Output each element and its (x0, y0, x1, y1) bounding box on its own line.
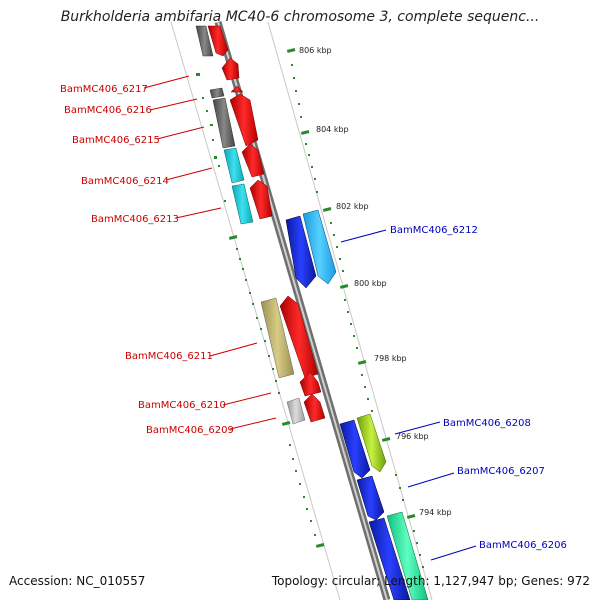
feature-arrow (207, 25, 229, 57)
leader-line (222, 392, 272, 406)
feature-arrow (286, 397, 306, 425)
feature-arrow (386, 511, 429, 600)
gene-label: BamMC406_6211 (125, 351, 213, 362)
feature-arrow (356, 413, 387, 473)
feature-arrow (249, 179, 273, 220)
scale-label: 798 kbp (374, 354, 407, 363)
leader-line (156, 126, 205, 140)
gene-label: BamMC406_6212 (390, 225, 478, 236)
leader-line (394, 421, 441, 435)
feature-arrow (209, 87, 225, 99)
gene-label: BamMC406_6217 (60, 84, 148, 95)
scale-label: 802 kbp (336, 202, 369, 211)
feature-arrow (339, 419, 371, 479)
forward-features (285, 209, 429, 600)
leader-line (340, 229, 387, 243)
gene-label: BamMC406_6210 (138, 400, 226, 411)
scale-labels: 806 kbp 804 kbp 802 kbp 800 kbp 798 kbp … (299, 46, 452, 517)
feature-arrow (260, 297, 295, 379)
leader-line (407, 472, 455, 488)
reverse-features (195, 25, 326, 425)
outer-ring-edge (267, 21, 433, 600)
gene-label: BamMC406_6215 (72, 135, 160, 146)
feature-arrow (229, 93, 259, 147)
feature-arrow (221, 57, 240, 81)
reverse-gene-labels: BamMC406_6217 BamMC406_6216 BamMC406_621… (60, 75, 277, 436)
feature-arrow (223, 147, 245, 184)
leader-line (229, 417, 277, 430)
leader-line (165, 167, 213, 181)
feature-arrow (241, 143, 265, 178)
feature-arrow (231, 183, 254, 225)
scale-label: 800 kbp (354, 279, 387, 288)
gene-label: BamMC406_6206 (479, 540, 567, 551)
gene-label: BamMC406_6216 (64, 105, 152, 116)
gene-label: BamMC406_6208 (443, 418, 531, 429)
feature-arrow (230, 85, 244, 93)
scale-label: 804 kbp (316, 125, 349, 134)
feature-arrow (303, 393, 326, 423)
gene-label: BamMC406_6207 (457, 466, 545, 477)
feature-arrow (285, 215, 317, 289)
gene-label: BamMC406_6213 (91, 214, 179, 225)
gene-label: BamMC406_6209 (146, 425, 234, 436)
leader-line (175, 207, 222, 219)
feature-arrow (356, 475, 385, 521)
leader-line (149, 98, 198, 111)
feature-arrow (299, 371, 322, 397)
map-title: Burkholderia ambifaria MC40-6 chromosome… (60, 9, 540, 25)
scale-label: 794 kbp (419, 508, 452, 517)
inner-ring-edge (170, 21, 341, 600)
leader-line (430, 545, 477, 561)
gene-label: BamMC406_6214 (81, 176, 169, 187)
feature-arrow (212, 97, 236, 149)
forward-gene-labels: BamMC406_6212 BamMC406_6208 BamMC406_620… (340, 225, 567, 561)
feature-arrow (302, 209, 337, 285)
leader-line (143, 75, 190, 89)
genome-summary-label: Topology: circular; Length: 1,127,947 bp… (271, 574, 590, 588)
feature-arrow (279, 295, 319, 379)
feature-arrow (195, 25, 214, 57)
outer-tick-track (286, 48, 424, 568)
feature-arrow (368, 517, 411, 600)
scale-label: 796 kbp (396, 432, 429, 441)
leader-line (209, 342, 258, 357)
scale-label: 806 kbp (299, 46, 332, 55)
inner-tick-track (196, 73, 325, 548)
accession-label: Accession: NC_010557 (9, 574, 146, 588)
